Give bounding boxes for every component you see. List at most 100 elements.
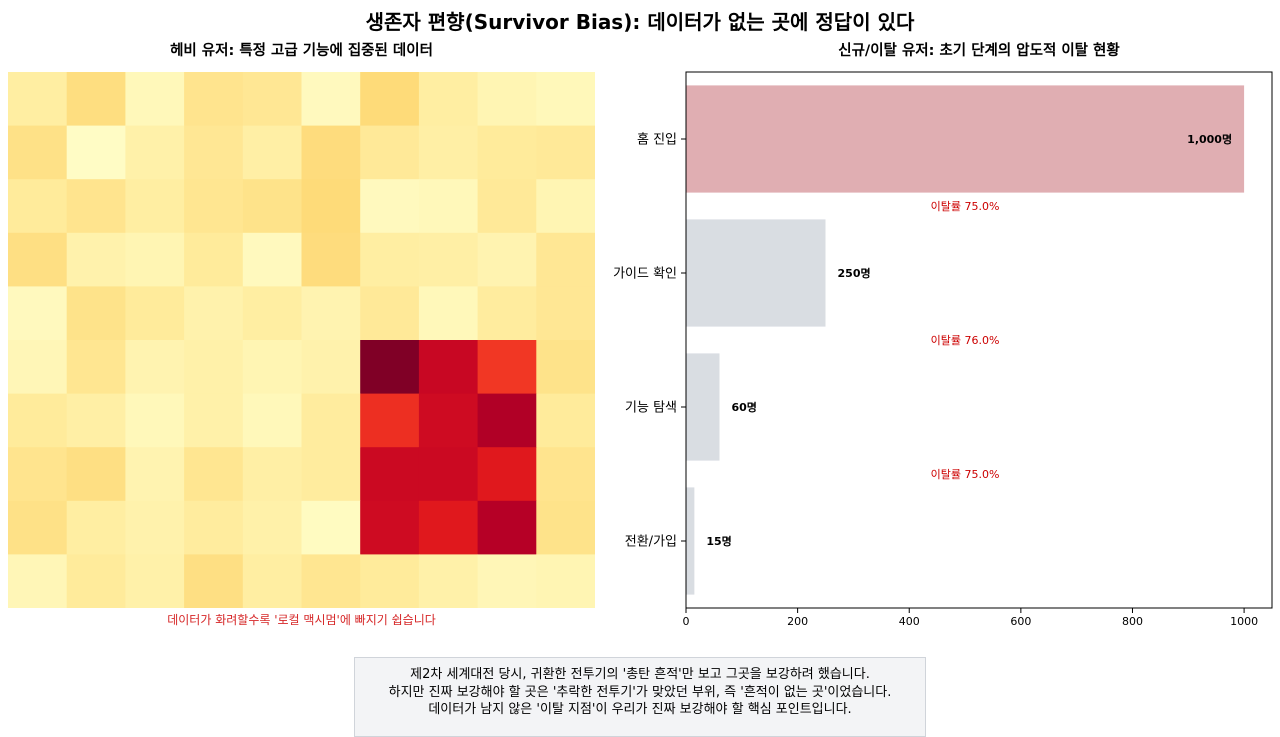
heatmap-chart [8, 72, 595, 608]
heatmap-cell [8, 500, 68, 555]
heatmap-cell [8, 72, 68, 127]
heatmap-cell [66, 500, 126, 555]
x-tick-label: 400 [899, 615, 920, 628]
heatmap-cell [536, 125, 595, 180]
funnel-bar [686, 219, 826, 327]
heatmap-cell [242, 179, 303, 234]
heatmap-cell [418, 447, 479, 502]
funnel-bar [686, 85, 1245, 193]
heatmap-cell [184, 447, 244, 502]
heatmap-cell [125, 232, 185, 287]
heatmap-cell [360, 72, 420, 127]
heatmap-cell [477, 554, 537, 608]
heatmap-cell [418, 340, 479, 395]
heatmap-cell [477, 179, 537, 234]
heatmap-cell [477, 72, 537, 127]
heatmap-cell [301, 340, 361, 395]
x-tick-label: 0 [683, 615, 690, 628]
heatmap-cell [301, 500, 361, 555]
heatmap-cell [536, 447, 595, 502]
heatmap-cell [477, 125, 537, 180]
funnel-title: 신규/이탈 유저: 초기 단계의 압도적 이탈 현황 [838, 43, 1120, 59]
heatmap-cell [8, 447, 68, 502]
heatmap-cell [184, 393, 244, 448]
heatmap-cell [8, 286, 68, 341]
heatmap-cell [8, 340, 68, 395]
heatmap-cell [66, 447, 126, 502]
heatmap-cell [536, 340, 595, 395]
y-tick-label: 기능 탐색 [625, 401, 677, 416]
heatmap-cell [184, 125, 244, 180]
heatmap-cell [184, 179, 244, 234]
heatmap-cell [360, 447, 420, 502]
heatmap-cell [418, 286, 479, 341]
heatmap-cell [125, 393, 185, 448]
heatmap-cell [477, 340, 537, 395]
heatmap-cell [360, 554, 420, 608]
heatmap-cell [66, 179, 126, 234]
heatmap-cell [301, 447, 361, 502]
heatmap-cell [360, 179, 420, 234]
heatmap-cell [125, 72, 185, 127]
heatmap-cell [242, 286, 303, 341]
heatmap-cell [360, 393, 420, 448]
heatmap-cell [536, 232, 595, 287]
heatmap-cell [8, 554, 68, 608]
heatmap-cell [477, 500, 537, 555]
heatmap-cell [536, 554, 595, 608]
heatmap-cell [242, 554, 303, 608]
heatmap-cell [418, 125, 479, 180]
heatmap-cell [301, 72, 361, 127]
heatmap-cell [301, 286, 361, 341]
heatmap-cell [8, 232, 68, 287]
heatmap-cell [301, 554, 361, 608]
dropoff-label: 이탈률 75.0% [931, 468, 1000, 481]
heatmap-cell [8, 125, 68, 180]
y-tick-label: 전환/가입 [625, 535, 677, 550]
heatmap-cell [242, 500, 303, 555]
heatmap-cell [184, 232, 244, 287]
heatmap-cell [8, 179, 68, 234]
heatmap-cell [125, 554, 185, 608]
story-line: 데이터가 남지 않은 '이탈 지점'이 우리가 진짜 보강해야 할 핵심 포인트… [428, 702, 852, 717]
heatmap-cell [301, 232, 361, 287]
heatmap-cell [536, 179, 595, 234]
x-tick-label: 200 [787, 615, 808, 628]
heatmap-cell [125, 125, 185, 180]
heatmap-cell [477, 393, 537, 448]
heatmap-cell [184, 340, 244, 395]
story-line: 하지만 진짜 보강해야 할 곳은 '추락한 전투기'가 맞았던 부위, 즉 '흔… [388, 684, 892, 700]
heatmap-cell [360, 340, 420, 395]
y-tick-label: 홈 진입 [637, 133, 677, 148]
heatmap-cell [418, 554, 479, 608]
heatmap-cell [66, 72, 126, 127]
heatmap-cell [184, 286, 244, 341]
x-tick-label: 800 [1122, 615, 1143, 628]
dropoff-label: 이탈률 75.0% [931, 200, 1000, 213]
heatmap-cell [184, 72, 244, 127]
heatmap-cell [360, 286, 420, 341]
page-title: 생존자 편향(Survivor Bias): 데이터가 없는 곳에 정답이 있다 [365, 10, 915, 34]
bar-value-label: 1,000명 [1187, 132, 1232, 146]
heatmap-cell [477, 286, 537, 341]
heatmap-cell [477, 232, 537, 287]
heatmap-cell [242, 393, 303, 448]
heatmap-cell [125, 179, 185, 234]
heatmap-cell [360, 232, 420, 287]
dropoff-label: 이탈률 76.0% [931, 334, 1000, 347]
heatmap-cell [477, 447, 537, 502]
heatmap-cell [301, 179, 361, 234]
heatmap-cell [66, 125, 126, 180]
plot-frame [685, 71, 1273, 609]
heatmap-cell [125, 447, 185, 502]
heatmap-cell [242, 340, 303, 395]
heatmap-caption: 데이터가 화려할수록 '로컬 맥시멈'에 빠지기 쉽습니다 [167, 613, 436, 627]
heatmap-cell [184, 500, 244, 555]
heatmap-cell [125, 340, 185, 395]
heatmap-cell [360, 500, 420, 555]
y-tick-label: 가이드 확인 [613, 267, 677, 282]
heatmap-cell [418, 500, 479, 555]
heatmap-cell [418, 232, 479, 287]
heatmap-cell [66, 393, 126, 448]
